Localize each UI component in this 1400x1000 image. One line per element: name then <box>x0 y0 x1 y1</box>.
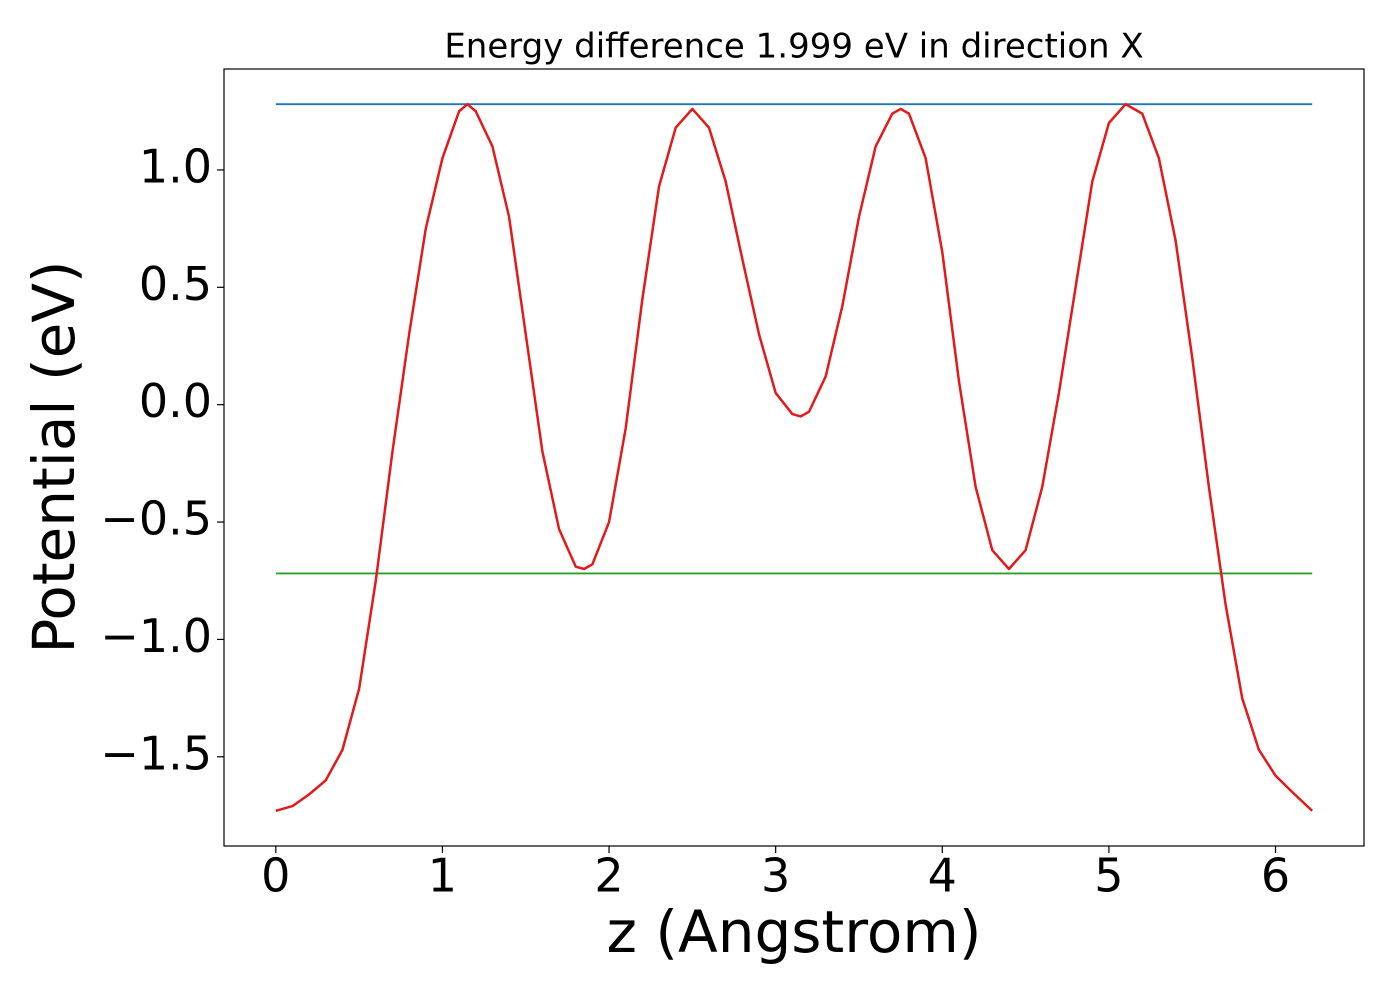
y-tick-label: 1.0 <box>139 139 212 193</box>
x-tick-label: 3 <box>761 849 790 903</box>
x-tick-label: 4 <box>928 849 957 903</box>
y-tick-label: 0.5 <box>139 257 212 311</box>
data-line <box>275 102 1314 812</box>
x-tick-label: 5 <box>1094 849 1123 903</box>
y-tick-label: 0.0 <box>139 374 212 428</box>
y-tick-label: −1.0 <box>100 609 212 663</box>
chart-title: Energy difference 1.999 eV in direction … <box>444 27 1143 67</box>
x-axis-label: z (Angstrom) <box>607 898 982 966</box>
x-tick-label: 2 <box>594 849 623 903</box>
y-tick-label: −1.5 <box>100 726 212 780</box>
plot-frame <box>223 68 1365 847</box>
y-axis-label: Potential (eV) <box>20 260 88 653</box>
x-tick-label: 0 <box>261 849 290 903</box>
x-tick-label: 1 <box>428 849 457 903</box>
y-tick-label: −0.5 <box>100 492 212 546</box>
x-tick-label: 6 <box>1261 849 1290 903</box>
